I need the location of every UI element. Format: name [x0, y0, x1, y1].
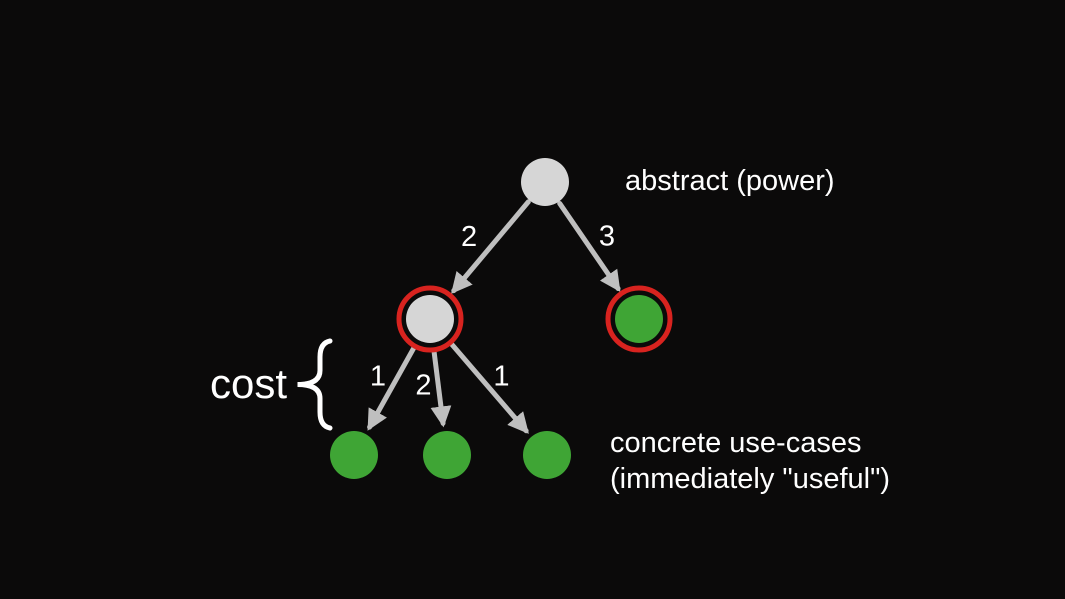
label-concrete2: (immediately "useful")	[610, 463, 890, 495]
edge-mid-leaf2	[434, 351, 443, 423]
node-root	[521, 158, 569, 206]
edge-label-root-right: 3	[599, 221, 615, 253]
edge-label-mid-leaf2: 2	[415, 370, 431, 402]
label-abstract: abstract (power)	[625, 165, 835, 197]
node-leaf3	[523, 431, 571, 479]
edge-label-root-mid: 2	[461, 221, 477, 253]
node-mid	[406, 295, 454, 343]
edge-mid-leaf3	[451, 343, 526, 430]
edge-label-mid-leaf1: 1	[370, 361, 386, 393]
brace-icon	[298, 341, 331, 428]
diagram-stage: 23121abstract (power)concrete use-cases(…	[0, 0, 1065, 599]
tree-diagram: 23121abstract (power)concrete use-cases(…	[0, 0, 1065, 599]
node-leaf2	[423, 431, 471, 479]
label-cost: cost	[210, 360, 287, 407]
node-leaf1	[330, 431, 378, 479]
edge-label-mid-leaf3: 1	[493, 361, 509, 393]
label-concrete1: concrete use-cases	[610, 427, 861, 459]
node-right	[615, 295, 663, 343]
